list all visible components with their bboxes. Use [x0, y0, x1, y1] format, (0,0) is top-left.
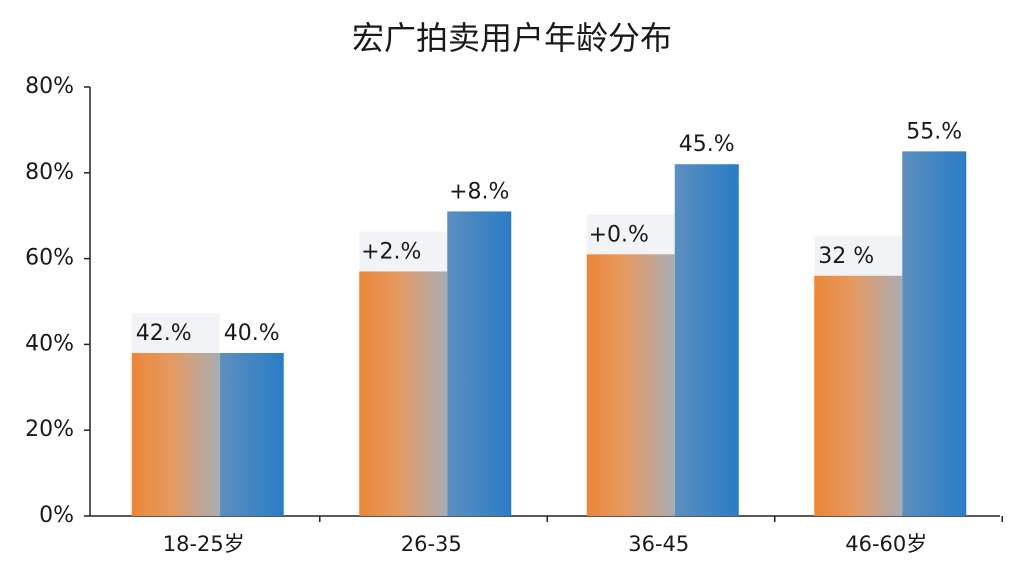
bar — [359, 271, 448, 516]
value-label: 55.% — [906, 119, 962, 144]
value-label: 45.% — [679, 132, 735, 157]
label-backdrop — [359, 231, 448, 272]
bar — [131, 352, 220, 516]
bar — [902, 151, 967, 516]
y-tick-label: 20% — [25, 417, 74, 442]
bar — [219, 352, 284, 516]
bar — [814, 275, 903, 516]
chart-title: 宏广拍卖用户年龄分布 — [352, 19, 672, 57]
label-backdrop — [586, 214, 675, 255]
y-tick-label: 40% — [25, 331, 74, 356]
value-label: +8.% — [449, 179, 509, 204]
label-backdrop — [131, 312, 220, 353]
bar — [674, 164, 739, 516]
bar — [447, 211, 512, 516]
value-label: +2.% — [361, 239, 421, 264]
x-tick-label: 46-60岁 — [845, 532, 927, 556]
y-tick-label: 60% — [25, 246, 74, 271]
value-label: 32 % — [818, 244, 874, 269]
y-tick-label: 0% — [39, 503, 74, 528]
x-tick-label: 36-45 — [628, 532, 689, 556]
x-tick-label: 26-35 — [401, 532, 462, 556]
label-backdrop — [814, 235, 903, 276]
y-tick-label: 80% — [25, 160, 74, 185]
bar — [586, 254, 675, 516]
value-label: +0.% — [589, 222, 649, 247]
value-label: 42.% — [136, 321, 192, 346]
x-tick-label: 18-25岁 — [163, 532, 245, 556]
y-tick-label: 80% — [25, 74, 74, 99]
value-label: 40.% — [224, 321, 280, 346]
